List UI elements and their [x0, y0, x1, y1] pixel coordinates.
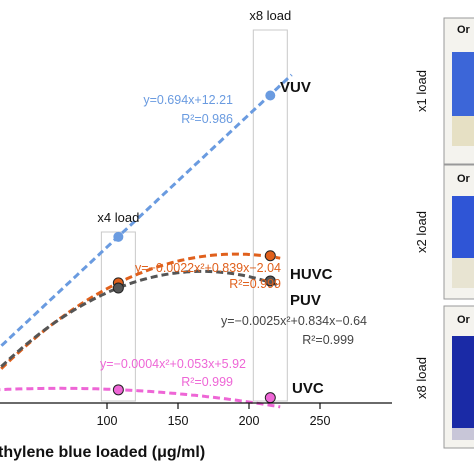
- data-points: [112, 90, 276, 404]
- puv-equation: y=−0.0025x²+0.834x−0.64: [221, 314, 367, 328]
- load-box: [100, 231, 136, 402]
- uvc-equation: y=−0.0004x²+0.053x+5.92: [100, 357, 246, 371]
- fit-line-vuv: [0, 73, 293, 350]
- x-tick-label: 100: [97, 414, 118, 428]
- x-tick-label: 250: [310, 414, 331, 428]
- x-ticks: 100 150 200 250: [97, 403, 331, 428]
- photo-side-label: x1 load: [414, 70, 429, 112]
- photo-x8-load: Or x8 load: [414, 305, 474, 449]
- x-tick-label: 150: [168, 414, 189, 428]
- annotation-x8-load: x8 load: [249, 8, 291, 23]
- photo-liquid: [452, 336, 474, 428]
- fit-line-puv: [0, 269, 281, 370]
- photo-side-label: x8 load: [414, 357, 429, 399]
- data-point-huvc: [264, 250, 276, 262]
- data-point-vuv: [265, 90, 276, 101]
- huvc-equation: y=−0.0022x²+0.839x−2.04: [135, 261, 281, 275]
- photo-liquid: [452, 52, 474, 116]
- photo-x1-load: Or x1 load: [414, 17, 474, 165]
- data-point-puv: [112, 282, 124, 294]
- photo-sediment: [452, 116, 474, 146]
- photo-title: Or: [457, 314, 471, 326]
- photo-sediment: [452, 258, 474, 288]
- vuv-r2: R²=0.986: [181, 112, 233, 126]
- data-point-uvc: [264, 392, 276, 404]
- fit-line-uvc: [0, 386, 281, 409]
- data-point-uvc: [112, 384, 124, 396]
- puv-r2: R²=0.999: [302, 333, 354, 347]
- series-label-puv: PUV: [290, 292, 321, 309]
- series-label-vuv: VUV: [280, 79, 311, 96]
- photo-sediment: [452, 428, 474, 440]
- fit-line-huvc: [0, 252, 281, 373]
- data-point-puv: [264, 275, 276, 287]
- huvc-r2: R²=0.999: [229, 277, 281, 291]
- fit-lines: [0, 73, 293, 409]
- photo-x2-load: Or x2 load: [414, 164, 474, 300]
- vuv-equation: y=0.694x+12.21: [143, 93, 233, 107]
- data-point-vuv: [113, 231, 124, 242]
- annotation-x4-load: x4 load: [97, 210, 139, 225]
- series-label-huvc: HUVC: [290, 266, 333, 283]
- photo-title: Or: [457, 24, 471, 36]
- x-axis-title: thylene blue loaded (μg/ml): [0, 444, 205, 461]
- series-label-uvc: UVC: [292, 380, 324, 397]
- photo-title: Or: [457, 173, 471, 185]
- x-tick-label: 200: [239, 414, 260, 428]
- photo-side-label: x2 load: [414, 211, 429, 253]
- photo-panel: Or x1 load Or x2 load Or x8 load: [414, 17, 474, 449]
- uvc-r2: R²=0.999: [181, 375, 233, 389]
- photo-liquid: [452, 196, 474, 258]
